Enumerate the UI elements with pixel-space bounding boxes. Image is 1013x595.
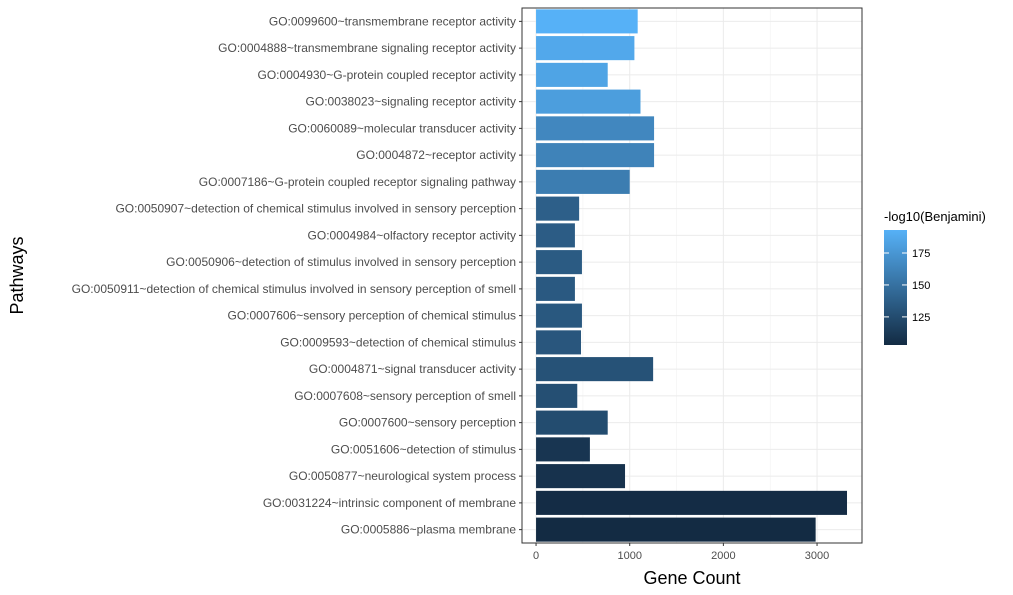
category-label: GO:0050906~detection of stimulus involve… — [166, 255, 516, 269]
category-label: GO:0060089~molecular transducer activity — [288, 121, 516, 135]
color-legend: -log10(Benjamini) 125 150 175 — [884, 209, 986, 345]
grid-lines — [522, 8, 862, 543]
bar — [536, 89, 641, 114]
category-label: GO:0005886~plasma membrane — [341, 523, 516, 537]
category-label: GO:0007606~sensory perception of chemica… — [228, 309, 517, 323]
x-tick-label: 2000 — [711, 550, 735, 562]
category-label: GO:0099600~transmembrane receptor activi… — [269, 14, 516, 28]
x-tick-label: 3000 — [805, 550, 829, 562]
y-axis-title: Pathways — [7, 236, 27, 314]
bar — [536, 9, 638, 34]
bar — [536, 223, 575, 248]
category-label: GO:0031224~intrinsic component of membra… — [263, 496, 516, 510]
x-tick-labels: 0 1000 2000 3000 — [533, 543, 829, 562]
bars — [536, 9, 848, 542]
plot-panel — [521, 7, 863, 544]
bar — [536, 169, 630, 194]
bar — [536, 437, 590, 462]
bar — [536, 143, 655, 168]
category-label: GO:0007600~sensory perception — [339, 416, 516, 430]
category-label: GO:0007186~G-protein coupled receptor si… — [199, 175, 516, 189]
category-labels: GO:0099600~transmembrane receptor activi… — [72, 14, 522, 537]
x-axis-title: Gene Count — [643, 568, 740, 588]
legend-title: -log10(Benjamini) — [884, 209, 986, 224]
category-label: GO:0004888~transmembrane signaling recep… — [218, 41, 516, 55]
bar — [536, 196, 580, 221]
legend-tick-label: 150 — [912, 280, 930, 292]
bar — [536, 330, 582, 355]
bar — [536, 410, 608, 435]
category-label: GO:0004930~G-protein coupled receptor ac… — [258, 68, 516, 82]
bar — [536, 464, 626, 489]
bar — [536, 36, 635, 61]
category-label: GO:0009593~detection of chemical stimulu… — [280, 335, 516, 349]
bar — [536, 250, 582, 275]
bar — [536, 303, 582, 328]
category-label: GO:0050911~detection of chemical stimulu… — [72, 282, 516, 296]
bar — [536, 276, 575, 301]
category-label: GO:0038023~signaling receptor activity — [306, 95, 516, 109]
category-label: GO:0004872~receptor activity — [356, 148, 516, 162]
x-tick-label: 0 — [533, 550, 539, 562]
category-label: GO:0050907~detection of chemical stimulu… — [115, 202, 516, 216]
bar — [536, 383, 578, 408]
bar — [536, 62, 608, 87]
bar — [536, 357, 654, 382]
legend-tick-label: 175 — [912, 248, 930, 260]
category-label: GO:0004984~olfactory receptor activity — [308, 228, 516, 242]
legend-tick-label: 125 — [912, 312, 930, 324]
bar — [536, 116, 655, 141]
legend-ticks: 125 150 175 — [884, 248, 930, 324]
bar — [536, 517, 816, 542]
x-tick-label: 1000 — [617, 550, 641, 562]
legend-colorbar — [884, 230, 907, 345]
category-label: GO:0004871~signal transducer activity — [309, 362, 516, 376]
category-label: GO:0007608~sensory perception of smell — [294, 389, 516, 403]
category-label: GO:0051606~detection of stimulus — [331, 442, 516, 456]
bar — [536, 490, 848, 515]
category-label: GO:0050877~neurological system process — [289, 469, 516, 483]
